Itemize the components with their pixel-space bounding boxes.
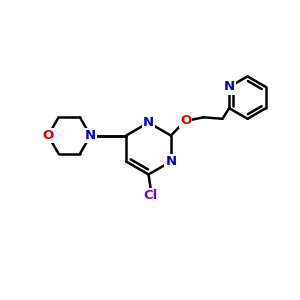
Text: N: N xyxy=(224,80,235,94)
Text: N: N xyxy=(165,155,176,168)
Text: O: O xyxy=(42,129,54,142)
Text: O: O xyxy=(180,114,191,127)
Text: N: N xyxy=(143,116,154,129)
Text: Cl: Cl xyxy=(144,189,158,202)
Text: N: N xyxy=(85,129,96,142)
